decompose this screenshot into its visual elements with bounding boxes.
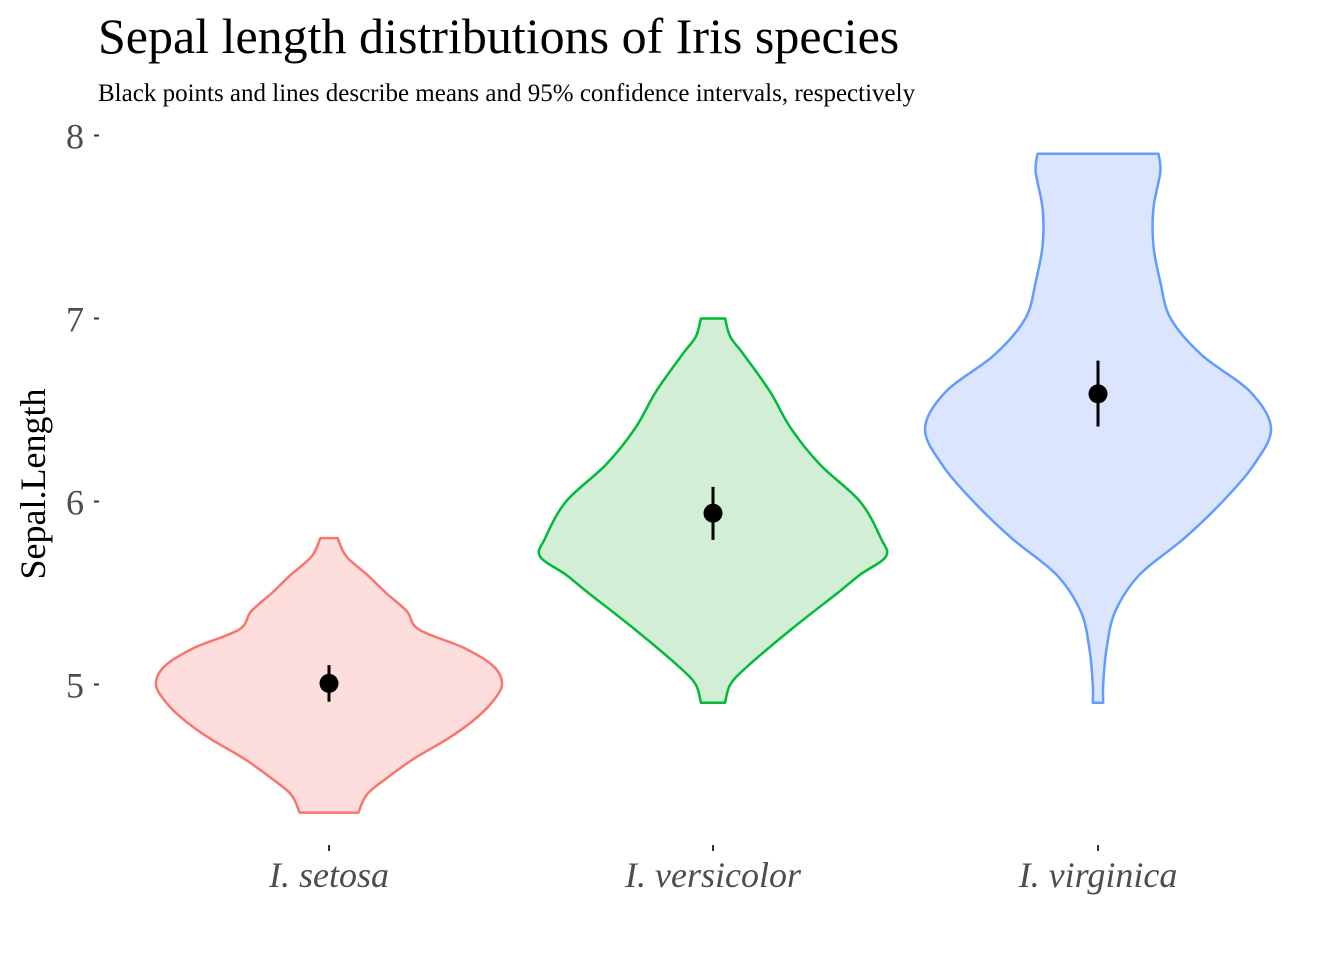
x-tick-label: I. virginica [1018,855,1178,895]
y-axis-label: Sepal.Length [13,389,53,580]
mean-point-i-virginica [1088,384,1108,404]
violin-i-virginica [923,152,1273,705]
violins-layer [154,152,1273,814]
chart-title: Sepal length distributions of Iris speci… [98,8,899,64]
x-axis: I. setosa I. versicolor I. virginica [268,845,1177,895]
x-tick-label: I. setosa [268,855,389,895]
mean-point-i-setosa [319,673,339,693]
mean-point-i-versicolor [703,503,723,523]
x-tick-label: I. versicolor [624,855,802,895]
y-tick-label: 5 [66,666,84,706]
y-tick-label: 8 [66,117,84,157]
chart-subtitle: Black points and lines describe means an… [98,80,916,107]
y-tick-label: 7 [66,300,84,340]
y-axis: 5 6 7 8 [66,117,99,706]
y-tick-label: 6 [66,483,84,523]
